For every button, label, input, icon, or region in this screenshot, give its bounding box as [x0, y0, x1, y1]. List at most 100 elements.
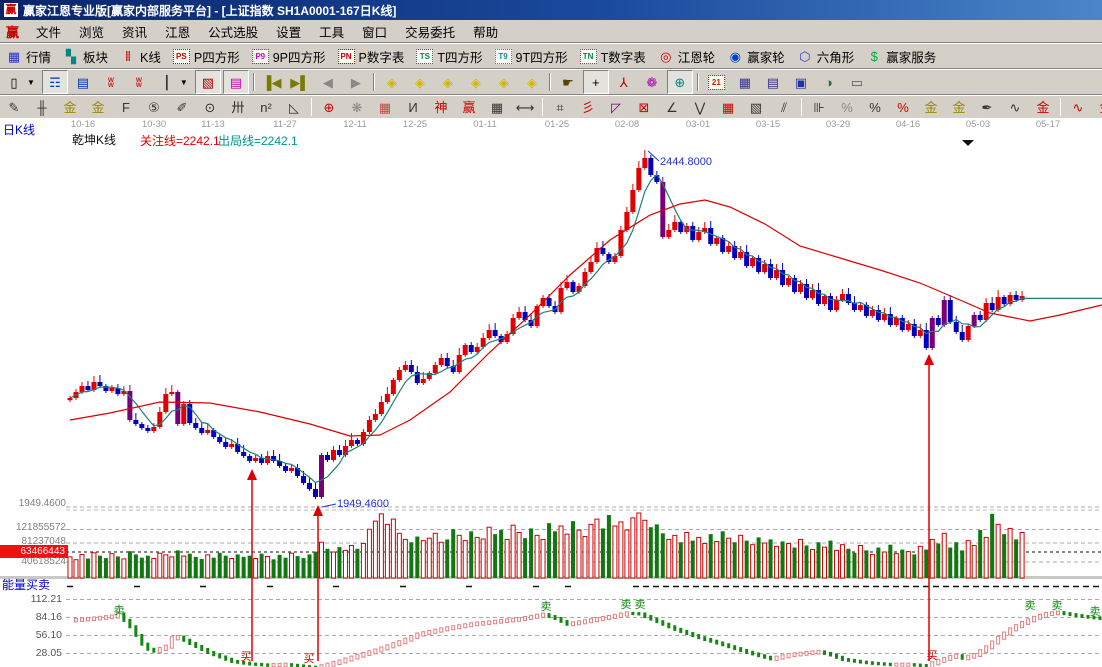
- gann-diamond-h-button[interactable]: ◈: [435, 70, 461, 94]
- sectors-button[interactable]: ▚ 板块: [58, 44, 113, 68]
- p-number-table-button[interactable]: PN P数字表: [333, 44, 410, 68]
- menu-item-9[interactable]: 帮助: [473, 25, 499, 40]
- menu-item-3[interactable]: 江恩: [165, 25, 191, 40]
- stamp-button[interactable]: ❁: [639, 70, 665, 94]
- t-square-button[interactable]: TS T四方形: [411, 44, 487, 68]
- shen-tool-button[interactable]: 神: [428, 95, 454, 119]
- count-grid-button[interactable]: ▦: [484, 95, 510, 119]
- protractor-button[interactable]: ◺: [281, 95, 307, 119]
- menu-item-2[interactable]: 资讯: [122, 25, 148, 40]
- last-bar-button[interactable]: ▶▌: [287, 70, 313, 94]
- gann-fan-button[interactable]: ❋: [344, 95, 370, 119]
- save-image-button[interactable]: ▣: [788, 70, 814, 94]
- gann-box-button[interactable]: ▦: [372, 95, 398, 119]
- kline-button[interactable]: ⫴ K线: [115, 44, 166, 68]
- ray-fan-button[interactable]: 彡: [575, 95, 601, 119]
- kline-chart[interactable]: 10-16 10-30 11-13 11-27 12-11 12-25 01-11 01-25…: [0, 118, 1102, 667]
- scale-tool-button[interactable]: ⊪: [806, 95, 832, 119]
- brush-pen-button[interactable]: ✒: [974, 95, 1000, 119]
- first-bar-button[interactable]: ▐◀: [259, 70, 285, 94]
- comb-line-button[interactable]: 卅: [225, 95, 251, 119]
- 9t-square-button[interactable]: T9 9T四方形: [490, 44, 573, 68]
- menu-item-8[interactable]: 交易委托: [405, 25, 456, 40]
- grid-net-3-button[interactable]: ▧: [743, 95, 769, 119]
- gold-grid-b-button[interactable]: 金: [85, 95, 111, 119]
- angle-measure-button[interactable]: ⅄: [611, 70, 637, 94]
- calculator-button[interactable]: ▦: [732, 70, 758, 94]
- gann-diamond-star-button[interactable]: ◈: [491, 70, 517, 94]
- gann-diamond-x-button[interactable]: ◈: [463, 70, 489, 94]
- gann-diamond-cross-button[interactable]: ◈: [519, 70, 545, 94]
- indicator-mark: [840, 655, 844, 662]
- percent-plain-button[interactable]: %: [862, 95, 888, 119]
- gold-red-button[interactable]: 金: [1093, 95, 1102, 119]
- trade-notes-button[interactable]: ▤: [760, 70, 786, 94]
- t-number-table-button[interactable]: TN T数字表: [575, 44, 651, 68]
- gold-lines-button[interactable]: 金: [946, 95, 972, 119]
- intraday-chart-button[interactable]: ☶: [41, 70, 68, 94]
- box-cross-button[interactable]: ⊠: [631, 95, 657, 119]
- 9p-square-button[interactable]: P9 9P四方形: [247, 44, 331, 68]
- rhythm-line-button[interactable]: И: [400, 95, 426, 119]
- chart-area[interactable]: 10-16 10-30 11-13 11-27 12-11 12-25 01-11 01-25…: [0, 118, 1102, 667]
- parallel-lines-button[interactable]: ⫽: [771, 95, 797, 119]
- win-tool-button[interactable]: 赢: [456, 95, 482, 119]
- wedge-button[interactable]: ◸: [603, 95, 629, 119]
- title-bar[interactable]: 赢 赢家江恩专业版[赢家内部服务平台] - [上证指数 SH1A0001-167…: [0, 0, 1102, 20]
- gann-diamond-left-button[interactable]: ◈: [379, 70, 405, 94]
- percent-tool-button[interactable]: %: [834, 95, 860, 119]
- t-square-tool-button[interactable]: ⌗: [547, 95, 573, 119]
- menu-item-4[interactable]: 公式选股: [208, 25, 259, 40]
- gold-wave-button[interactable]: 金: [1030, 95, 1056, 119]
- menu-item-1[interactable]: 浏览: [79, 25, 105, 40]
- menu-item-5[interactable]: 设置: [276, 25, 302, 40]
- pan-hand-button[interactable]: ☛: [555, 70, 581, 94]
- menu-item-0[interactable]: 文件: [36, 25, 62, 40]
- world-clock-button[interactable]: ◑: [816, 70, 842, 94]
- gold-circle-button[interactable]: 金: [918, 95, 944, 119]
- hot-target-button[interactable]: ⊕: [316, 95, 342, 119]
- f10-info-button[interactable]: ▤: [70, 70, 96, 94]
- gann-wheel-button[interactable]: ◎ 江恩轮: [653, 44, 721, 68]
- f-grid-button[interactable]: F: [113, 95, 139, 119]
- n-squared-button[interactable]: n²: [253, 95, 279, 119]
- prev-bar-button[interactable]: ◀: [315, 70, 341, 94]
- wave-tool-button[interactable]: ∿: [1002, 95, 1028, 119]
- menu-item-7[interactable]: 窗口: [362, 25, 388, 40]
- chip-distribution-button[interactable]: ▧: [194, 70, 221, 94]
- marker-pencil-button[interactable]: ✐: [169, 95, 195, 119]
- pencil-button[interactable]: ✎: [1, 95, 27, 119]
- width-measure-button[interactable]: ⟷: [512, 95, 538, 119]
- gann-line-button[interactable]: ╫: [29, 95, 55, 119]
- chart-marker-triangle[interactable]: [962, 140, 974, 146]
- v-line-button[interactable]: ⋁: [687, 95, 713, 119]
- wave-red-button[interactable]: ∿: [1065, 95, 1091, 119]
- next-bar-button[interactable]: ▶: [343, 70, 369, 94]
- gold-grid-a-button[interactable]: 金: [57, 95, 83, 119]
- winner-service-button[interactable]: $ 赢家服务: [861, 44, 941, 68]
- volume-bar: [109, 553, 115, 579]
- menu-item-6[interactable]: 工具: [319, 25, 345, 40]
- hexagon-button[interactable]: ⬡ 六角形: [792, 44, 860, 68]
- chart-type-dropdown-icon[interactable]: ▼: [27, 77, 35, 87]
- volume-bars-3-button[interactable]: ʬ: [98, 70, 124, 94]
- grid-net-2-button[interactable]: ▦: [715, 95, 741, 119]
- calendar-21-button[interactable]: 21: [703, 70, 730, 94]
- quotes-button[interactable]: ▦ 行情: [1, 44, 56, 68]
- candle-style-button[interactable]: ⎮ ▼: [154, 70, 193, 94]
- spiral-5-button[interactable]: ⑤: [141, 95, 167, 119]
- colored-volume-button[interactable]: ▤: [222, 70, 249, 94]
- gann-diamond-right-button[interactable]: ◈: [407, 70, 433, 94]
- chart-type-button[interactable]: ▯ ▼: [1, 70, 40, 94]
- percent-red-button[interactable]: %: [890, 95, 916, 119]
- volume-bars-9-button[interactable]: ʬ: [126, 70, 152, 94]
- crosshair-button[interactable]: +: [582, 70, 609, 94]
- print-button[interactable]: ▭: [844, 70, 870, 94]
- time-circle-button[interactable]: ⊙: [197, 95, 223, 119]
- trend-angle-button[interactable]: ∠: [659, 95, 685, 119]
- region-stats-button[interactable]: ⊕: [666, 70, 693, 94]
- p-square-button[interactable]: PS P四方形: [168, 44, 245, 68]
- winner-wheel-button[interactable]: ◉ 赢家轮: [722, 44, 790, 68]
- volume-bar: [881, 551, 887, 579]
- candle-style-dropdown-icon[interactable]: ▼: [179, 77, 188, 87]
